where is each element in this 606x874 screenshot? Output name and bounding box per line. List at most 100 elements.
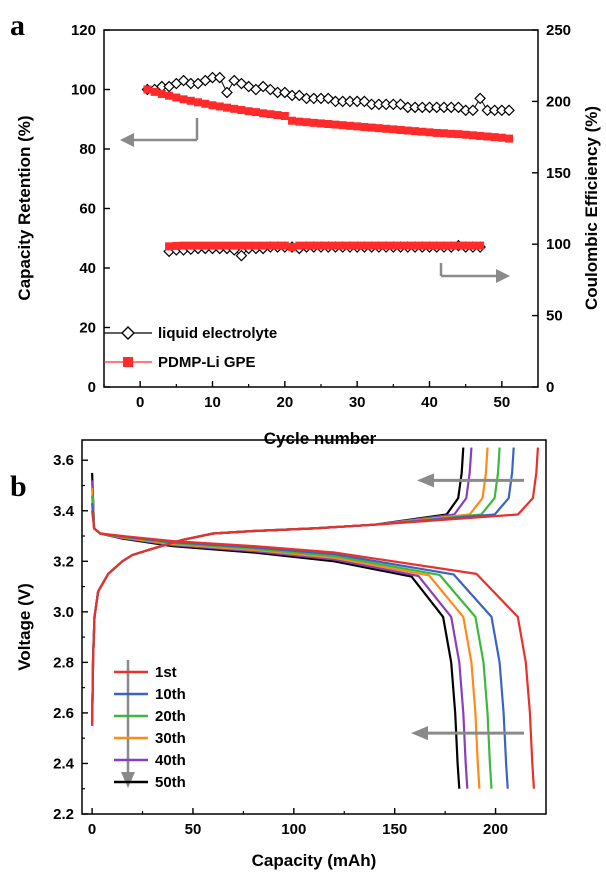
data-point-square	[215, 241, 224, 250]
data-point-square	[367, 123, 376, 132]
data-point-square	[454, 241, 463, 250]
data-point-square	[411, 241, 420, 250]
data-point-square	[476, 241, 485, 250]
data-point-square	[432, 128, 441, 137]
panel-b-chart: b 0 50 100 150 200 2.2 2.4 2.6 2.8 3.0 3.2 3.4 3.6 1…	[10, 439, 547, 870]
panel-a-arrows	[120, 118, 510, 283]
a-ytick-right-label: 100	[546, 236, 571, 253]
data-point-square	[439, 241, 448, 250]
panel-a-label: a	[10, 9, 25, 42]
data-point-diamond	[221, 86, 233, 99]
data-point-square	[194, 241, 203, 250]
panel-b-data	[91, 447, 539, 789]
data-point-square	[505, 134, 514, 143]
arrow-legend-head	[121, 772, 135, 788]
data-point-square	[179, 241, 188, 250]
data-point-square	[468, 241, 477, 250]
data-point-square	[222, 103, 231, 112]
b-ytick-label: 3.2	[53, 553, 74, 570]
panel-a-right-axis-title: Coulombic Efficiency (%)	[582, 106, 601, 310]
data-point-square	[237, 241, 246, 250]
legend-label-10th: 10th	[155, 686, 186, 703]
a-ytick-label: 0	[88, 379, 96, 396]
panel-a-x-axis-title: Cycle number	[264, 429, 377, 448]
data-point-diamond	[474, 92, 486, 105]
a-ytick-label: 20	[79, 320, 96, 337]
data-point-square	[165, 242, 174, 251]
data-point-square	[266, 241, 275, 250]
data-point-square	[389, 125, 398, 134]
data-point-square	[179, 95, 188, 104]
panel-b-label: b	[10, 470, 27, 503]
data-point-square	[396, 241, 405, 250]
data-point-diamond	[235, 249, 248, 262]
legend-liquid-label: liquid electrolyte	[158, 325, 277, 342]
data-point-square	[403, 241, 412, 250]
data-point-square	[382, 241, 391, 250]
data-point-square	[345, 121, 354, 130]
data-point-square	[317, 241, 325, 250]
data-point-diamond	[242, 80, 255, 93]
data-point-square	[201, 241, 210, 250]
data-point-square	[280, 111, 289, 120]
data-point-square	[432, 241, 441, 250]
data-point-square	[259, 241, 268, 250]
arrow-right-head	[496, 269, 510, 283]
data-point-diamond	[503, 104, 515, 117]
discharge-curve	[91, 510, 535, 789]
data-point-square	[461, 130, 470, 139]
data-point-square	[389, 241, 398, 250]
data-point-square	[418, 127, 427, 136]
data-point-square	[244, 107, 253, 116]
data-point-diamond	[467, 104, 479, 117]
data-point-square	[259, 109, 268, 118]
data-point-square	[353, 122, 362, 131]
data-point-square	[403, 126, 412, 135]
charge-curve	[91, 447, 465, 726]
a-ytick-right-label: 50	[546, 308, 563, 325]
b-xtick-label: 150	[382, 821, 407, 838]
data-point-square	[317, 119, 325, 128]
b-ytick-label: 2.6	[53, 705, 74, 722]
data-point-square	[374, 124, 383, 133]
data-point-square	[302, 241, 311, 250]
panel-a-left-axis-title: Capacity Retention (%)	[15, 115, 34, 300]
legend-label-20th: 20th	[155, 708, 186, 725]
b-ytick-label: 2.8	[53, 654, 74, 671]
a-xtick-label: 20	[276, 394, 293, 411]
data-point-square	[447, 129, 456, 138]
panel-a-ticks: 0 10 20 30 40 50 0 20 40 60 80 100 120 0 50 100 150 200 25…	[71, 22, 571, 411]
data-point-diamond	[394, 98, 407, 111]
data-point-square	[309, 118, 318, 127]
a-xtick-label: 10	[204, 394, 221, 411]
data-point-square	[345, 241, 354, 250]
data-point-square	[295, 117, 304, 126]
data-point-square	[244, 241, 253, 250]
data-point-square	[425, 241, 434, 250]
data-point-square	[186, 241, 195, 250]
data-point-square	[324, 120, 333, 129]
data-point-square	[331, 120, 340, 129]
b-ytick-label: 3.0	[53, 604, 74, 621]
legend-label-30th: 30th	[155, 730, 186, 747]
data-point-square	[439, 129, 448, 138]
data-point-square	[367, 241, 376, 250]
data-point-square	[280, 241, 289, 250]
legend-gpe-label: PDMP-Li GPE	[158, 354, 256, 371]
data-point-square	[461, 241, 470, 250]
arrow-left-head	[120, 133, 134, 147]
a-xtick-label: 0	[136, 394, 144, 411]
b-xtick-label: 100	[281, 821, 306, 838]
data-point-square	[222, 241, 231, 250]
data-point-square	[454, 130, 463, 139]
data-point-square	[251, 108, 260, 117]
data-point-square	[360, 241, 369, 250]
discharge-curve	[91, 487, 481, 789]
data-point-square	[497, 133, 506, 142]
panel-a-chart: a 0 10 20 30 40 50 0 20 40 60 80 100 120 0 50 100 150 200…	[10, 9, 601, 448]
data-point-square	[208, 101, 217, 110]
data-point-square	[468, 131, 477, 140]
data-point-square	[143, 85, 152, 94]
data-point-square	[447, 241, 456, 250]
